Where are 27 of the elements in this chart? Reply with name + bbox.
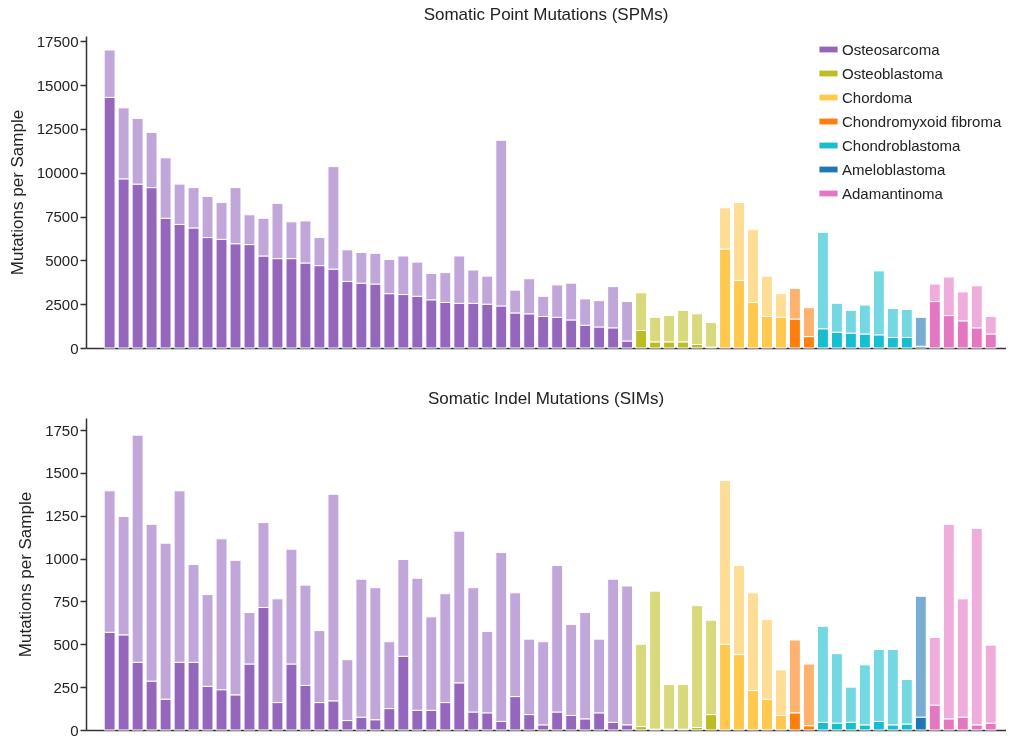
- y-tick-label: 750: [53, 592, 79, 610]
- chart-title: Somatic Point Mutations (SPMs): [423, 5, 669, 25]
- legend-label: Chondromyxoid fibroma: [842, 112, 1002, 130]
- y-tick-label: 1250: [45, 507, 79, 525]
- y-tick-label: 0: [70, 339, 79, 357]
- y-tick-label: 1500: [45, 464, 79, 482]
- legend-label: Ameloblastoma: [842, 160, 947, 178]
- y-tick-label: 500: [53, 635, 79, 653]
- y-axis-title: Mutations per Sample: [7, 109, 27, 276]
- chart-title: Somatic Indel Mutations (SIMs): [427, 389, 665, 408]
- y-tick-label: 5000: [45, 251, 79, 269]
- legend-label: Chordoma: [842, 88, 913, 106]
- y-tick-label: 250: [53, 678, 79, 696]
- y-axis-title: Mutations per Sample: [16, 491, 36, 658]
- y-tick-label: 1750: [45, 421, 79, 439]
- y-tick-label: 0: [70, 721, 79, 739]
- legend-label: Osteoblastoma: [842, 64, 944, 82]
- legend-label: Adamantinoma: [842, 184, 944, 202]
- legend-label: Osteosarcoma: [842, 40, 941, 58]
- y-tick-label: 1000: [45, 550, 79, 568]
- y-tick-label: 17500: [36, 32, 79, 50]
- legend-label: Chondroblastoma: [842, 136, 962, 154]
- y-tick-label: 12500: [36, 120, 79, 138]
- y-tick-label: 15000: [36, 76, 79, 94]
- y-tick-label: 7500: [45, 208, 79, 226]
- y-tick-label: 10000: [36, 164, 79, 182]
- y-tick-label: 2500: [45, 295, 79, 313]
